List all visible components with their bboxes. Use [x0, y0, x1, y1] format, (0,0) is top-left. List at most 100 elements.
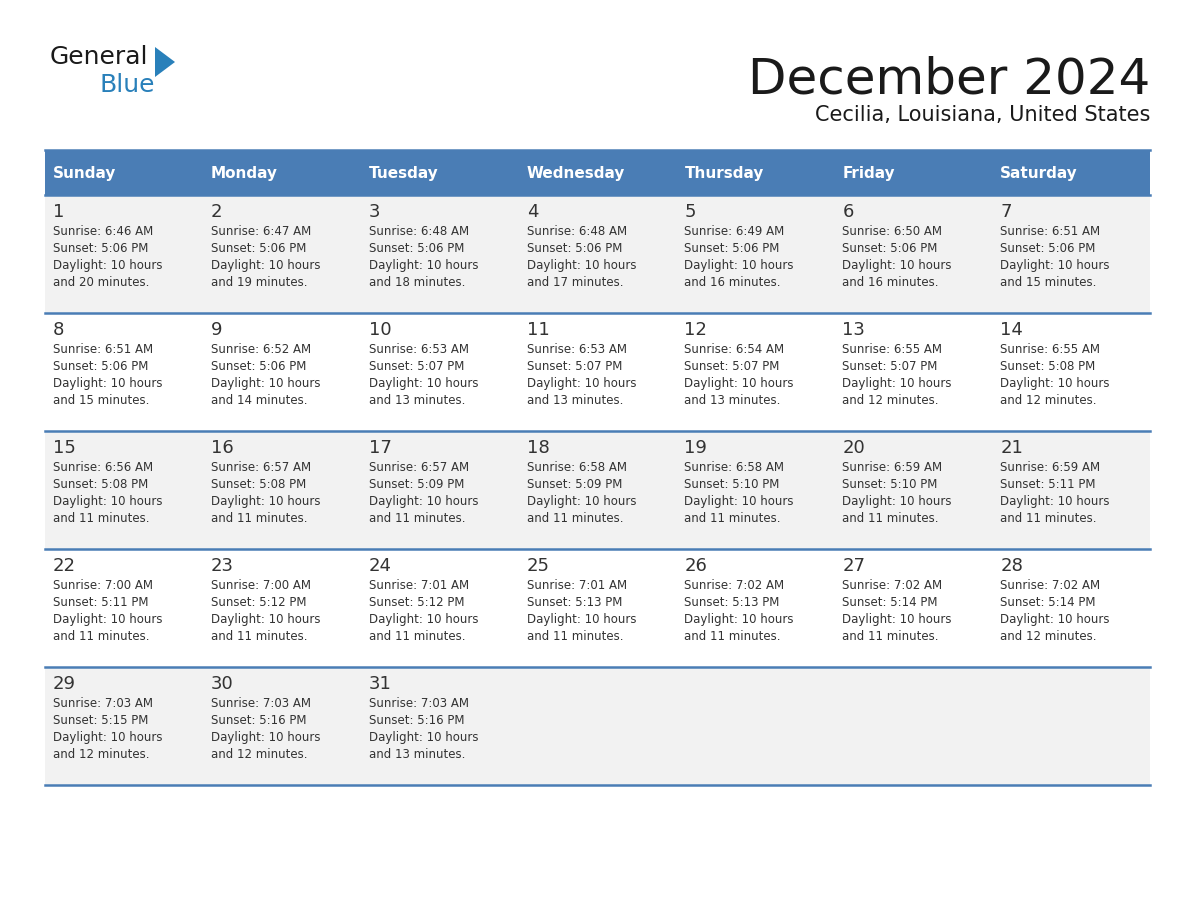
Text: 9: 9	[210, 321, 222, 339]
Text: and 11 minutes.: and 11 minutes.	[842, 630, 939, 643]
Text: Sunrise: 7:02 AM: Sunrise: 7:02 AM	[1000, 579, 1100, 592]
Text: 28: 28	[1000, 557, 1023, 575]
Text: Sunset: 5:09 PM: Sunset: 5:09 PM	[368, 478, 465, 491]
Text: 7: 7	[1000, 203, 1012, 221]
Text: 12: 12	[684, 321, 707, 339]
Text: and 12 minutes.: and 12 minutes.	[210, 748, 308, 761]
Text: 24: 24	[368, 557, 392, 575]
Text: 19: 19	[684, 439, 707, 457]
Text: and 11 minutes.: and 11 minutes.	[684, 630, 781, 643]
Bar	[45, 549, 1150, 667]
Text: and 11 minutes.: and 11 minutes.	[53, 630, 150, 643]
Text: Monday: Monday	[210, 166, 278, 181]
Text: Sunrise: 6:57 AM: Sunrise: 6:57 AM	[210, 461, 311, 474]
Text: 14: 14	[1000, 321, 1023, 339]
Text: Sunset: 5:06 PM: Sunset: 5:06 PM	[210, 360, 307, 373]
Text: Wednesday: Wednesday	[526, 166, 625, 181]
Text: and 11 minutes.: and 11 minutes.	[53, 512, 150, 525]
Text: 8: 8	[53, 321, 64, 339]
Bar	[45, 667, 1150, 785]
Text: 15: 15	[53, 439, 76, 457]
Text: Sunset: 5:06 PM: Sunset: 5:06 PM	[368, 242, 465, 255]
Text: Sunset: 5:06 PM: Sunset: 5:06 PM	[210, 242, 307, 255]
Text: Daylight: 10 hours: Daylight: 10 hours	[210, 613, 321, 626]
Bar	[203, 150, 361, 195]
Text: Daylight: 10 hours: Daylight: 10 hours	[368, 377, 479, 390]
Text: Sunrise: 6:46 AM: Sunrise: 6:46 AM	[53, 225, 153, 238]
Text: and 18 minutes.: and 18 minutes.	[368, 276, 465, 289]
Text: Sunset: 5:06 PM: Sunset: 5:06 PM	[842, 242, 937, 255]
Text: and 12 minutes.: and 12 minutes.	[53, 748, 150, 761]
Text: Sunrise: 6:57 AM: Sunrise: 6:57 AM	[368, 461, 469, 474]
Text: Daylight: 10 hours: Daylight: 10 hours	[1000, 259, 1110, 272]
Text: and 11 minutes.: and 11 minutes.	[210, 512, 308, 525]
Text: Sunset: 5:08 PM: Sunset: 5:08 PM	[210, 478, 307, 491]
Text: and 11 minutes.: and 11 minutes.	[368, 512, 466, 525]
Text: and 11 minutes.: and 11 minutes.	[526, 630, 623, 643]
Text: Daylight: 10 hours: Daylight: 10 hours	[684, 259, 794, 272]
Text: Sunday: Sunday	[53, 166, 116, 181]
Text: and 13 minutes.: and 13 minutes.	[368, 748, 465, 761]
Text: Sunrise: 6:49 AM: Sunrise: 6:49 AM	[684, 225, 785, 238]
Bar	[361, 150, 519, 195]
Text: and 12 minutes.: and 12 minutes.	[842, 394, 939, 407]
Text: Sunset: 5:08 PM: Sunset: 5:08 PM	[1000, 360, 1095, 373]
Text: Sunrise: 6:54 AM: Sunrise: 6:54 AM	[684, 343, 784, 356]
Text: Daylight: 10 hours: Daylight: 10 hours	[53, 259, 163, 272]
Text: and 11 minutes.: and 11 minutes.	[210, 630, 308, 643]
Text: Daylight: 10 hours: Daylight: 10 hours	[53, 495, 163, 508]
Text: Sunrise: 6:53 AM: Sunrise: 6:53 AM	[526, 343, 626, 356]
Text: 23: 23	[210, 557, 234, 575]
Text: and 11 minutes.: and 11 minutes.	[368, 630, 466, 643]
Text: 31: 31	[368, 675, 392, 693]
Text: Sunset: 5:06 PM: Sunset: 5:06 PM	[53, 242, 148, 255]
Text: Sunset: 5:06 PM: Sunset: 5:06 PM	[684, 242, 779, 255]
Text: 17: 17	[368, 439, 392, 457]
Text: and 16 minutes.: and 16 minutes.	[684, 276, 781, 289]
Text: 20: 20	[842, 439, 865, 457]
Polygon shape	[154, 47, 175, 77]
Text: Sunset: 5:15 PM: Sunset: 5:15 PM	[53, 714, 148, 727]
Text: 16: 16	[210, 439, 234, 457]
Text: Sunrise: 7:02 AM: Sunrise: 7:02 AM	[684, 579, 784, 592]
Text: Sunset: 5:11 PM: Sunset: 5:11 PM	[1000, 478, 1095, 491]
Text: Daylight: 10 hours: Daylight: 10 hours	[1000, 377, 1110, 390]
Text: Sunrise: 7:03 AM: Sunrise: 7:03 AM	[368, 697, 469, 710]
Text: Daylight: 10 hours: Daylight: 10 hours	[842, 259, 952, 272]
Text: Sunset: 5:07 PM: Sunset: 5:07 PM	[368, 360, 465, 373]
Text: Sunset: 5:16 PM: Sunset: 5:16 PM	[368, 714, 465, 727]
Text: Daylight: 10 hours: Daylight: 10 hours	[526, 613, 636, 626]
Bar	[45, 195, 1150, 313]
Text: Sunrise: 7:01 AM: Sunrise: 7:01 AM	[526, 579, 627, 592]
Text: and 17 minutes.: and 17 minutes.	[526, 276, 623, 289]
Text: Sunrise: 6:59 AM: Sunrise: 6:59 AM	[842, 461, 942, 474]
Text: Sunset: 5:07 PM: Sunset: 5:07 PM	[842, 360, 937, 373]
Text: Sunrise: 7:03 AM: Sunrise: 7:03 AM	[53, 697, 153, 710]
Text: Sunset: 5:09 PM: Sunset: 5:09 PM	[526, 478, 623, 491]
Text: and 11 minutes.: and 11 minutes.	[1000, 512, 1097, 525]
Text: Sunrise: 6:51 AM: Sunrise: 6:51 AM	[1000, 225, 1100, 238]
Text: Sunrise: 6:50 AM: Sunrise: 6:50 AM	[842, 225, 942, 238]
Text: 5: 5	[684, 203, 696, 221]
Text: 3: 3	[368, 203, 380, 221]
Bar	[519, 150, 676, 195]
Bar	[992, 150, 1150, 195]
Text: Daylight: 10 hours: Daylight: 10 hours	[1000, 495, 1110, 508]
Text: and 15 minutes.: and 15 minutes.	[1000, 276, 1097, 289]
Text: 27: 27	[842, 557, 865, 575]
Text: Sunset: 5:06 PM: Sunset: 5:06 PM	[1000, 242, 1095, 255]
Text: 26: 26	[684, 557, 707, 575]
Text: Daylight: 10 hours: Daylight: 10 hours	[210, 259, 321, 272]
Text: 4: 4	[526, 203, 538, 221]
Text: Blue: Blue	[100, 73, 156, 97]
Bar	[45, 431, 1150, 549]
Text: and 11 minutes.: and 11 minutes.	[526, 512, 623, 525]
Text: 25: 25	[526, 557, 550, 575]
Text: 18: 18	[526, 439, 549, 457]
Text: Daylight: 10 hours: Daylight: 10 hours	[684, 613, 794, 626]
Bar	[45, 313, 1150, 431]
Text: and 13 minutes.: and 13 minutes.	[368, 394, 465, 407]
Text: Sunset: 5:06 PM: Sunset: 5:06 PM	[526, 242, 623, 255]
Text: Sunrise: 7:00 AM: Sunrise: 7:00 AM	[53, 579, 153, 592]
Text: 21: 21	[1000, 439, 1023, 457]
